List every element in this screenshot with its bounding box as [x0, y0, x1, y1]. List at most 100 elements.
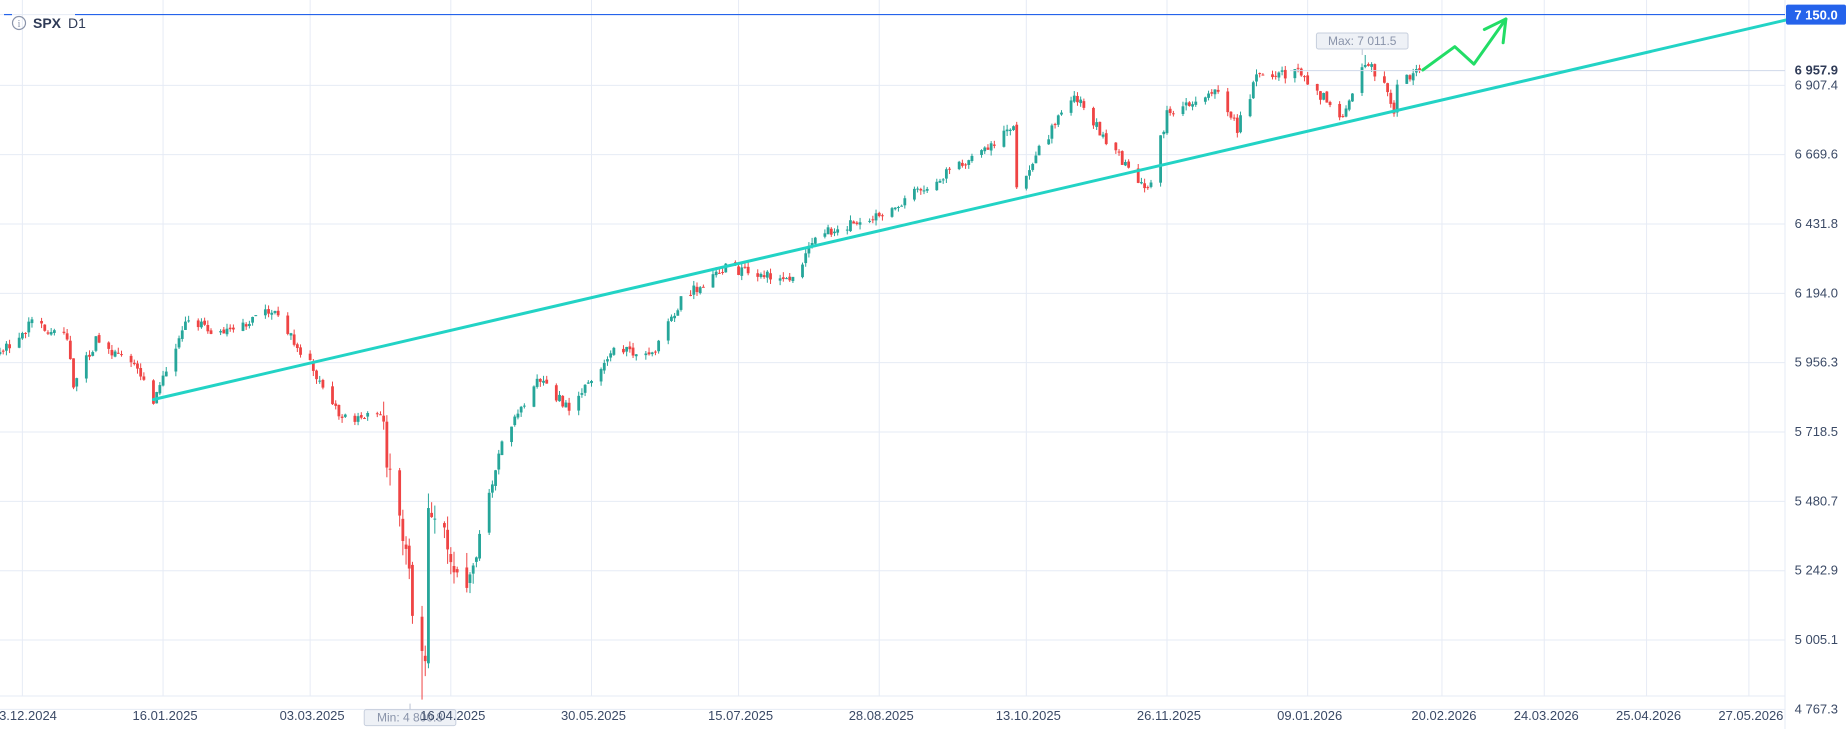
candle [177, 335, 181, 350]
candle [1008, 128, 1012, 136]
drawing-layer[interactable]: Max: 7 011.5 Min: 4 800.8 [4, 13, 1799, 727]
candle [1187, 101, 1191, 107]
y-tick-label: 5 956.3 [1795, 355, 1838, 370]
candle [650, 351, 654, 357]
candle [331, 381, 334, 405]
candle [27, 317, 31, 337]
trend-line[interactable] [151, 15, 1799, 401]
timeframe-label[interactable]: D1 [68, 15, 86, 31]
candle [1191, 101, 1194, 111]
candle [1351, 93, 1354, 102]
candle [1120, 150, 1124, 166]
symbol-label[interactable]: SPX [33, 15, 62, 31]
candle [1344, 105, 1348, 118]
candle [919, 187, 923, 195]
candle [494, 469, 497, 491]
candle [801, 262, 804, 279]
x-tick-label: 30.05.2025 [561, 708, 626, 723]
x-tick-label: 16.01.2025 [133, 708, 198, 723]
candle [746, 262, 750, 276]
candle [673, 312, 677, 323]
candle [321, 378, 325, 390]
candle [244, 322, 248, 330]
candle [443, 521, 446, 539]
candle [1367, 62, 1370, 67]
candle [1274, 71, 1278, 80]
candle [206, 320, 210, 334]
candle [427, 493, 430, 669]
candle [254, 315, 258, 317]
candle [113, 349, 117, 358]
candle [116, 347, 120, 354]
candle [807, 242, 811, 258]
candle [340, 414, 344, 423]
candle [666, 318, 670, 345]
candle [139, 363, 143, 381]
candle [1328, 100, 1332, 108]
candle [510, 426, 513, 447]
candle [1341, 114, 1345, 118]
x-tick-label: 03.12.2024 [0, 708, 57, 723]
candle [1095, 118, 1099, 130]
candle [1255, 69, 1258, 87]
candle [420, 605, 424, 700]
level-price-tag[interactable]: 7 150.0 [1786, 4, 1846, 25]
candle [1092, 106, 1095, 129]
candle [609, 350, 613, 362]
x-tick-label: 26.11.2025 [1137, 708, 1201, 723]
candle [1047, 134, 1051, 145]
candle [62, 327, 66, 335]
candle [1136, 163, 1140, 184]
candle [187, 315, 191, 323]
candle [1251, 80, 1255, 100]
candle [647, 347, 651, 356]
svg-text:i: i [18, 19, 21, 30]
candle [1239, 111, 1242, 134]
candle [334, 400, 338, 410]
candle [1210, 89, 1214, 97]
candle [542, 375, 545, 386]
candle [404, 536, 408, 565]
info-icon[interactable]: i [11, 15, 27, 31]
candle [43, 324, 47, 332]
svg-text:Min: 4 800.8: Min: 4 800.8 [377, 711, 443, 725]
candle [804, 249, 808, 267]
candle [68, 335, 72, 360]
candle [1140, 177, 1143, 185]
candle [91, 350, 95, 357]
candle [455, 566, 459, 578]
candle [1069, 96, 1073, 116]
candle [200, 318, 203, 329]
y-tick-label: 6 431.8 [1795, 216, 1838, 231]
candle [631, 342, 635, 359]
candle [222, 326, 226, 334]
candle [180, 326, 184, 342]
candle [964, 163, 967, 169]
candle [679, 296, 683, 312]
candle [522, 403, 526, 409]
x-tick-label: 03.03.2025 [280, 708, 345, 723]
candle [634, 353, 638, 361]
candle [84, 351, 88, 383]
candle [1226, 87, 1230, 117]
candle [938, 178, 942, 183]
candle [94, 335, 98, 353]
candle [292, 329, 296, 347]
forecast-arrow[interactable] [1421, 17, 1508, 72]
candle [1101, 131, 1105, 139]
candle [1060, 110, 1063, 116]
candle [855, 221, 859, 226]
candle [161, 370, 165, 387]
candle [1207, 90, 1210, 101]
candle [903, 195, 907, 209]
candle [375, 411, 379, 418]
candle [935, 178, 939, 191]
forecast-arrow-head[interactable] [1482, 17, 1508, 45]
candle [49, 327, 53, 336]
candle [219, 329, 223, 336]
candle [247, 320, 251, 329]
candle [1037, 144, 1041, 156]
y-tick-label: 4 767.3 [1795, 701, 1838, 716]
candle [657, 339, 661, 354]
